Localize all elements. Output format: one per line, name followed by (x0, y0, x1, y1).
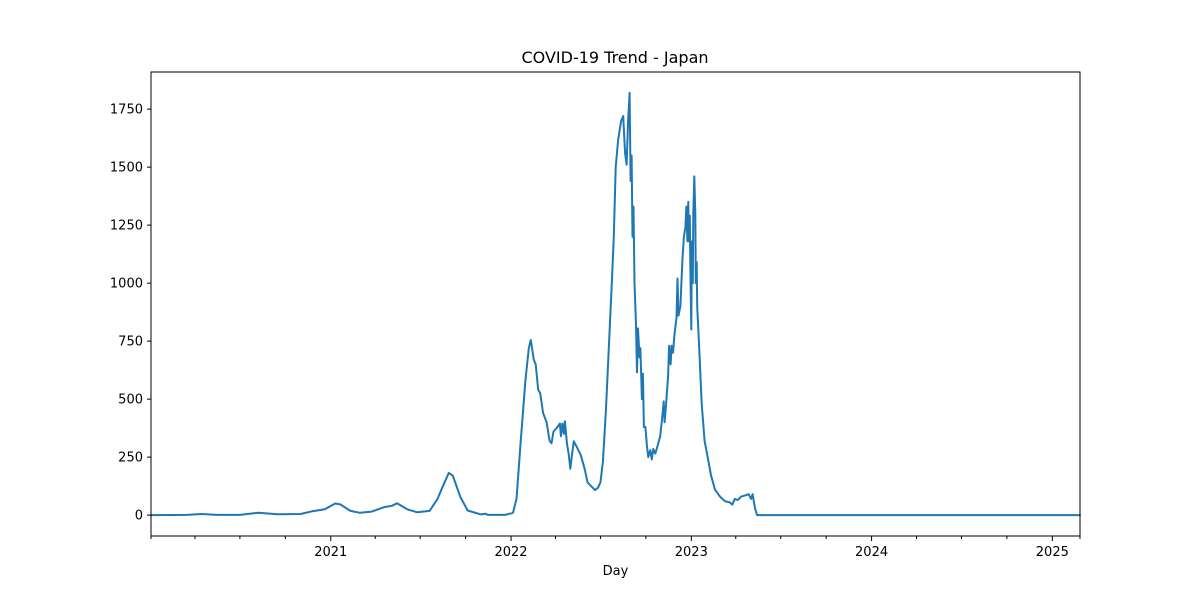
y-tick-label: 1000 (110, 277, 143, 292)
x-axis: 2021 2022 2023 2024 2025 (150, 536, 1081, 560)
x-axis-label: Day (603, 564, 629, 579)
x-tick-label: 2023 (675, 545, 708, 560)
y-tick-label: 500 (118, 393, 143, 408)
x-tick-label: 2024 (855, 545, 888, 560)
chart-title: COVID-19 Trend - Japan (521, 48, 708, 67)
y-axis: 0 250 500 750 1000 1250 1500 1750 (110, 103, 151, 524)
y-tick-label: 1500 (110, 161, 143, 176)
y-tick-label: 750 (118, 335, 143, 350)
series-line (150, 91, 1081, 517)
y-tick-label: 1250 (110, 219, 143, 234)
x-tick-label: 2025 (1036, 545, 1069, 560)
x-tick-label: 2021 (314, 545, 347, 560)
plot-area (150, 91, 1081, 517)
y-tick-label: 0 (135, 509, 143, 524)
y-tick-label: 1750 (110, 103, 143, 118)
x-tick-label: 2022 (494, 545, 527, 560)
plot-frame (150, 71, 1081, 537)
y-tick-label: 250 (118, 451, 143, 466)
